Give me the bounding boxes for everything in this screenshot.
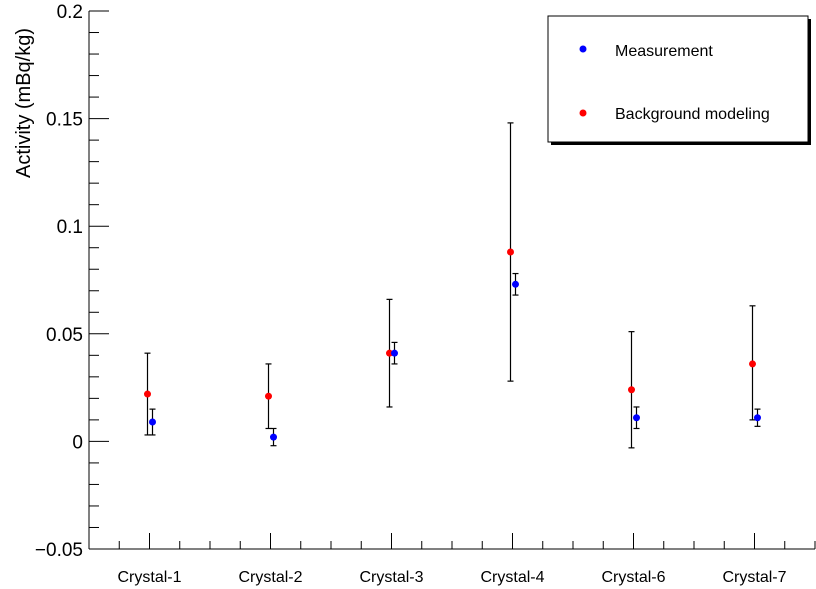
x-tick-label: Crystal-2 bbox=[238, 569, 302, 586]
legend: Measurement Background modeling bbox=[547, 15, 811, 145]
y-tick-label: 0.1 bbox=[57, 217, 83, 238]
x-tick-label: Crystal-4 bbox=[480, 569, 544, 586]
legend-marker-measurement bbox=[579, 45, 587, 53]
series-measurement bbox=[149, 272, 761, 447]
x-tick-label: Crystal-6 bbox=[601, 569, 665, 586]
legend-marker-background-modeling bbox=[579, 109, 587, 117]
data-point bbox=[507, 248, 514, 256]
x-tick-label: Crystal-1 bbox=[117, 569, 181, 586]
y-tick-label: 0 bbox=[72, 432, 83, 453]
series-background-modeling bbox=[144, 122, 756, 449]
legend-label-background-modeling: Background modeling bbox=[615, 106, 770, 123]
data-point bbox=[628, 386, 635, 394]
data-point bbox=[265, 392, 272, 400]
y-tick-label: 0.05 bbox=[46, 325, 83, 346]
data-point bbox=[754, 414, 761, 422]
data-point bbox=[386, 349, 393, 357]
data-point bbox=[633, 414, 640, 422]
y-tick-label: 0.2 bbox=[57, 2, 83, 23]
data-point bbox=[391, 349, 398, 357]
y-axis-label: Activity (mBq/kg) bbox=[13, 28, 35, 178]
legend-box bbox=[547, 15, 809, 143]
x-tick-label: Crystal-7 bbox=[722, 569, 786, 586]
data-point bbox=[270, 433, 277, 441]
legend-label-measurement: Measurement bbox=[615, 43, 713, 60]
x-axis-ticks: Crystal-1 Crystal-2 Crystal-3 Crystal-4 Crys… bbox=[88, 533, 816, 586]
data-point bbox=[512, 280, 519, 288]
data-point bbox=[749, 360, 756, 368]
data-point bbox=[144, 390, 151, 398]
y-tick-label: 0.15 bbox=[46, 110, 83, 131]
data-point bbox=[149, 418, 156, 426]
x-tick-label: Crystal-3 bbox=[359, 569, 423, 586]
y-tick-label: −0.05 bbox=[35, 540, 83, 561]
data-markers bbox=[144, 122, 761, 449]
y-axis-ticks: −0.05 0 0.05 0.1 0.15 0.2 bbox=[35, 2, 109, 561]
